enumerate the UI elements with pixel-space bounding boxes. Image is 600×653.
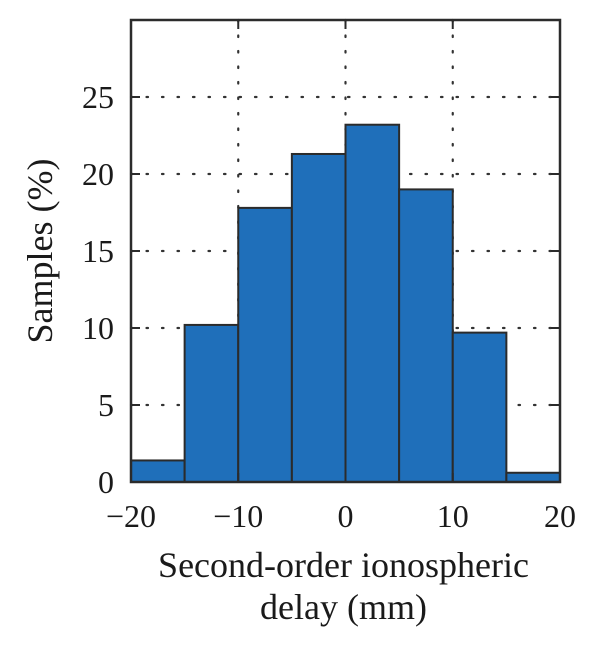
bar-2 [237, 206, 293, 483]
x-axis-label-line-2: delay (mm) [260, 587, 427, 627]
y-tick-label-2: 10 [82, 310, 114, 346]
y-tick-labels: 0 5 10 15 20 25 [82, 79, 114, 500]
x-tick-label-1: −10 [213, 498, 263, 534]
y-tick-label-5: 25 [82, 79, 114, 115]
x-tick-label-3: 10 [437, 498, 469, 534]
y-tick-label-0: 0 [98, 464, 114, 500]
x-tick-label-4: 20 [544, 498, 576, 534]
bar-6 [451, 331, 508, 483]
bar-5 [398, 188, 454, 483]
bar-7 [505, 471, 561, 484]
axis-ticks [130, 20, 561, 483]
y-axis-label: Samples (%) [20, 159, 60, 344]
x-tick-labels: −20 −10 0 10 20 [106, 498, 576, 534]
x-axis-label-line-1: Second-order ionospheric [158, 545, 529, 585]
x-tick-label-2: 0 [338, 498, 354, 534]
bar-0 [130, 459, 186, 484]
bar-1 [183, 323, 240, 484]
y-tick-label-1: 5 [98, 387, 114, 423]
y-tick-label-4: 20 [82, 156, 114, 192]
y-tick-label-3: 15 [82, 233, 114, 269]
bar-3 [290, 152, 347, 483]
x-tick-label-0: −20 [106, 498, 156, 534]
bar-4 [344, 123, 401, 483]
bars [130, 123, 561, 484]
